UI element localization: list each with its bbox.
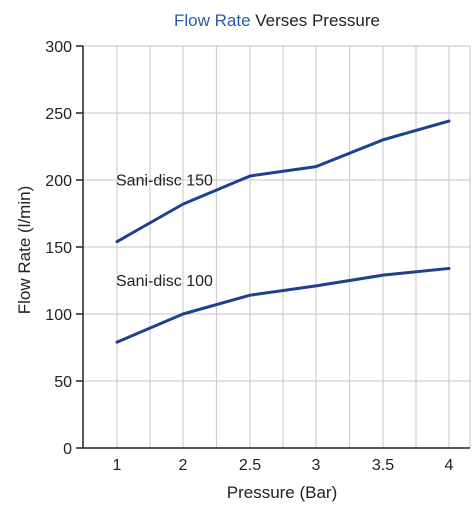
- chart-title-rest: Verses Pressure: [251, 11, 380, 30]
- y-tick-label: 50: [54, 374, 72, 391]
- y-tick-label: 0: [63, 441, 72, 458]
- x-axis-label: Pressure (Bar): [227, 483, 338, 502]
- series-line: [115, 119, 451, 244]
- y-tick-labels: 0 50 100 150 200 250 300: [45, 39, 72, 458]
- axes: [76, 45, 470, 449]
- x-tick-label: 4: [445, 457, 454, 474]
- series-line: [115, 266, 451, 344]
- y-tick-label: 200: [45, 173, 72, 190]
- chart-title: Flow Rate Verses Pressure: [174, 11, 380, 30]
- y-tick-label: 100: [45, 307, 72, 324]
- y-tick-label: 300: [45, 39, 72, 56]
- x-tick-label: 3.5: [372, 457, 394, 474]
- grid: [83, 45, 471, 448]
- x-tick-label: 1: [113, 457, 122, 474]
- x-tick-label: 3: [312, 457, 321, 474]
- series-lines: [115, 119, 451, 344]
- x-tick-labels: 1 2 2.5 3 3.5 4: [113, 457, 454, 474]
- y-tick-label: 150: [45, 240, 72, 257]
- x-tick-label: 2.5: [239, 457, 261, 474]
- series-label: Sani-disc 150: [116, 173, 213, 190]
- y-tick-label: 250: [45, 106, 72, 123]
- chart-title-highlight: Flow Rate: [174, 11, 251, 30]
- series-label: Sani-disc 100: [116, 273, 213, 290]
- x-tick-label: 2: [179, 457, 188, 474]
- series-labels: Sani-disc 150 Sani-disc 100: [116, 173, 213, 291]
- y-axis-label: Flow Rate (l/min): [15, 186, 34, 314]
